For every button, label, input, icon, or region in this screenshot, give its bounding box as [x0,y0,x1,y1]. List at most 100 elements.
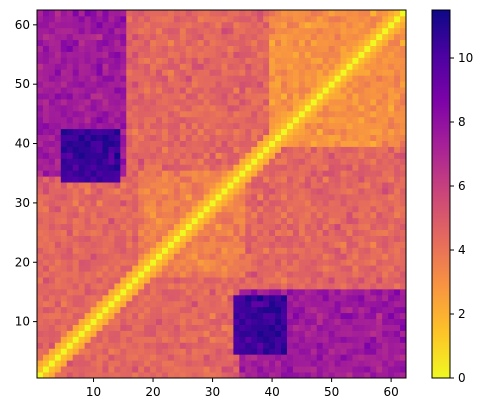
heatmap-cell [156,116,163,124]
heatmap-cell [48,372,56,379]
heatmap-cell [275,51,282,58]
heatmap-cell [263,10,270,17]
heatmap-cell [66,57,74,64]
heatmap-cell [334,10,341,17]
heatmap-cell [191,110,199,118]
heatmap-cell [197,259,205,266]
heatmap-cell [334,306,341,314]
heatmap-cell [150,211,157,219]
heatmap-cell [221,348,228,355]
heatmap-cell [286,10,294,17]
heatmap-cell [334,229,341,236]
heatmap-cell [96,336,103,343]
heatmap-cell [352,294,359,302]
heatmap-cell [334,15,341,23]
heatmap-cell [286,372,294,379]
heatmap-cell [328,116,335,124]
heatmap-cell [37,241,44,248]
heatmap-cell [328,271,335,278]
heatmap-cell [346,63,353,70]
heatmap-cell [90,63,97,70]
heatmap-cell [102,300,109,308]
heatmap-cell [346,164,353,171]
heatmap-cell [167,110,175,118]
heatmap-cell [298,134,306,141]
heatmap-cell [340,253,347,260]
heatmap-cell [221,324,228,331]
heatmap-cell [334,93,341,100]
heatmap-cell [263,170,270,177]
heatmap-cell [60,253,68,260]
heatmap-cell [352,15,359,23]
heatmap-cell [251,241,258,248]
y-tick-label: 10 [15,315,30,329]
heatmap-cell [96,128,103,136]
heatmap-cell [251,253,258,260]
heatmap-cell [156,259,163,266]
heatmap-cell [394,158,401,165]
heatmap-cell [37,348,44,355]
heatmap-cell [161,336,169,343]
heatmap-cell [292,99,300,106]
heatmap-cell [191,81,199,88]
heatmap-cell [173,21,181,29]
heatmap-cell [358,134,365,141]
heatmap-cell [203,253,210,260]
heatmap-cell [150,170,157,177]
heatmap-cell [132,271,139,278]
heatmap-cell [328,15,335,23]
heatmap-cell [96,110,103,118]
heatmap-cell [90,128,97,136]
heatmap-cell [286,146,294,153]
heatmap-cell [364,63,371,70]
heatmap-cell [382,21,389,29]
heatmap-cell [245,300,252,308]
heatmap-cell [114,63,121,70]
heatmap-cell [400,300,407,308]
heatmap-cell [346,247,353,254]
heatmap-cell [209,318,216,325]
heatmap-cell [251,360,258,367]
heatmap-cell [269,51,276,58]
heatmap-cell [84,283,91,290]
heatmap-cell [78,217,86,225]
heatmap-cell [138,354,145,361]
heatmap-cell [281,336,288,343]
heatmap-cell [78,51,86,58]
heatmap-cell [286,69,294,76]
heatmap-cell [227,45,234,52]
heatmap-cell [340,265,347,272]
heatmap-cell [394,140,401,147]
heatmap-cell [197,306,205,314]
heatmap-cell [48,223,56,231]
heatmap-cell [275,99,282,106]
heatmap-cell [358,241,365,248]
heatmap-cell [108,27,115,35]
heatmap-cell [251,188,258,195]
heatmap-cell [376,63,383,70]
heatmap-cell [233,265,240,272]
heatmap-cell [150,366,157,373]
heatmap-cell [286,182,294,189]
heatmap-cell [382,199,389,207]
heatmap-cell [269,217,276,225]
heatmap-cell [400,235,407,242]
heatmap-cell [156,51,163,58]
heatmap-cell [233,188,240,195]
heatmap-cell [96,69,103,76]
heatmap-cell [191,164,199,171]
heatmap-cell [42,104,50,112]
heatmap-cell [144,336,151,343]
heatmap-cell [263,229,270,236]
heatmap-cell [156,99,163,106]
heatmap-cell [144,146,151,153]
heatmap-cell [239,93,246,100]
heatmap-cell [96,45,103,52]
heatmap-cell [72,247,80,254]
heatmap-cell [150,33,157,41]
heatmap-cell [298,271,306,278]
heatmap-cell [352,235,359,242]
heatmap-cell [292,51,300,58]
heatmap-cell [275,116,282,124]
heatmap-cell [322,176,330,183]
